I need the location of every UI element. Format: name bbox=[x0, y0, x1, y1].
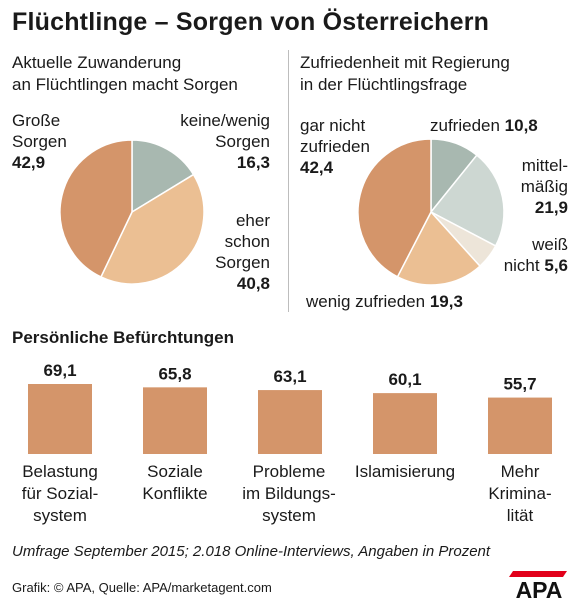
bar-category-label: Soziale Konflikte bbox=[142, 462, 208, 503]
bar-value-label-0: 69,1 bbox=[43, 361, 76, 380]
pie1-title: Aktuelle Zuwanderung an Flüchtlingen mac… bbox=[12, 53, 238, 94]
bar-chart-title: Persönliche Befürchtungen bbox=[12, 328, 234, 347]
pie2-title: Zufriedenheit mit Regierung in der Flüch… bbox=[300, 53, 510, 94]
bar-0 bbox=[28, 384, 92, 454]
source-credit: Grafik: © APA, Quelle: APA/marketagent.c… bbox=[12, 580, 272, 595]
pie2-label-mittelmaessig: mittel- mäßig 21,9 bbox=[520, 156, 568, 217]
pie1 bbox=[59, 139, 205, 285]
pie2-label-wenig-zufrieden: wenig zufrieden 19,3 bbox=[306, 292, 463, 311]
pie2-label-zufrieden: zufrieden 10,8 bbox=[430, 116, 538, 135]
bar-chart: 69,1 65,8 63,1 60,1 55,7 bbox=[28, 361, 552, 454]
pie2-label-weiss-nicht: weiß nicht 5,6 bbox=[503, 235, 568, 275]
pie1-label-eher-schon: eher schon Sorgen 40,8 bbox=[215, 211, 270, 293]
pie2-label-gar-nicht: gar nicht zufrieden 42,4 bbox=[300, 116, 370, 177]
bar-category-label: Belastung für Sozial- system bbox=[21, 462, 99, 525]
bar-2 bbox=[258, 390, 322, 454]
pie1-slice-0 bbox=[131, 139, 195, 214]
pie2 bbox=[357, 138, 505, 286]
pie1-slice-1 bbox=[99, 173, 205, 285]
pie2-slice-1 bbox=[429, 154, 505, 247]
bar-1 bbox=[143, 387, 207, 454]
pie1-label-keine-sorgen: keine/wenig Sorgen 16,3 bbox=[180, 111, 270, 172]
pie2-slice-4 bbox=[357, 138, 432, 278]
pie1-slice-2 bbox=[59, 139, 133, 278]
bar-4 bbox=[488, 397, 552, 454]
bar-category-label: Islamisierung bbox=[354, 462, 456, 481]
pie1-label-grosse-sorgen: Große Sorgen 42,9 bbox=[12, 111, 67, 172]
bar-value-label-4: 55,7 bbox=[503, 375, 536, 394]
pie2-slice-3 bbox=[396, 210, 482, 286]
apa-logo: APA bbox=[509, 571, 567, 601]
bar-category-label: Mehr Krimina- lität bbox=[488, 462, 552, 525]
svg-text:APA: APA bbox=[516, 577, 563, 601]
bar-3 bbox=[373, 393, 437, 454]
bar-category-label: Probleme im Bildungs- system bbox=[242, 462, 336, 525]
column-divider bbox=[288, 50, 289, 312]
chart-title: Flüchtlinge – Sorgen von Österreichern bbox=[12, 8, 490, 36]
bar-value-label-3: 60,1 bbox=[388, 370, 421, 389]
bar-value-label-2: 63,1 bbox=[273, 367, 306, 386]
footnote: Umfrage September 2015; 2.018 Online-Int… bbox=[12, 543, 491, 560]
bar-value-label-1: 65,8 bbox=[158, 364, 191, 383]
